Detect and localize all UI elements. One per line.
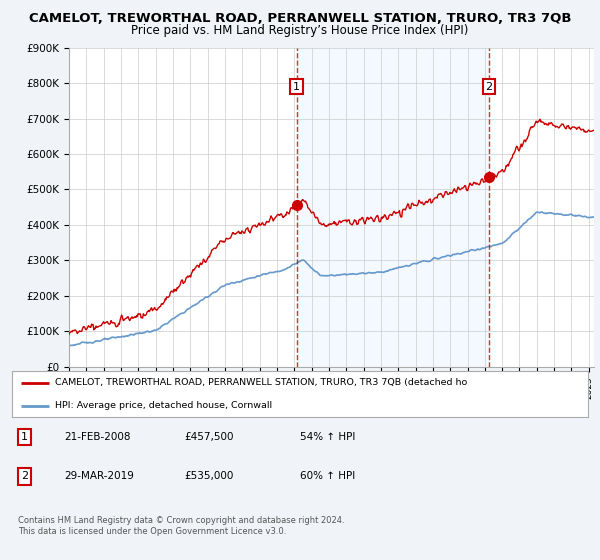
- Text: Price paid vs. HM Land Registry’s House Price Index (HPI): Price paid vs. HM Land Registry’s House …: [131, 24, 469, 37]
- Text: 21-FEB-2008: 21-FEB-2008: [64, 432, 130, 442]
- Text: 29-MAR-2019: 29-MAR-2019: [64, 472, 134, 482]
- Text: 2: 2: [21, 472, 28, 482]
- Text: 1: 1: [293, 82, 300, 92]
- Text: 1: 1: [21, 432, 28, 442]
- Text: 2: 2: [485, 82, 493, 92]
- Text: CAMELOT, TREWORTHAL ROAD, PERRANWELL STATION, TRURO, TR3 7QB (detached ho: CAMELOT, TREWORTHAL ROAD, PERRANWELL STA…: [55, 378, 467, 388]
- Text: 54% ↑ HPI: 54% ↑ HPI: [300, 432, 355, 442]
- Text: Contains HM Land Registry data © Crown copyright and database right 2024.
This d: Contains HM Land Registry data © Crown c…: [18, 516, 344, 536]
- Text: CAMELOT, TREWORTHAL ROAD, PERRANWELL STATION, TRURO, TR3 7QB: CAMELOT, TREWORTHAL ROAD, PERRANWELL STA…: [29, 12, 571, 25]
- Text: £535,000: £535,000: [185, 472, 234, 482]
- Text: £457,500: £457,500: [185, 432, 234, 442]
- Text: 60% ↑ HPI: 60% ↑ HPI: [300, 472, 355, 482]
- Bar: [296, 48, 489, 367]
- Text: HPI: Average price, detached house, Cornwall: HPI: Average price, detached house, Corn…: [55, 401, 272, 410]
